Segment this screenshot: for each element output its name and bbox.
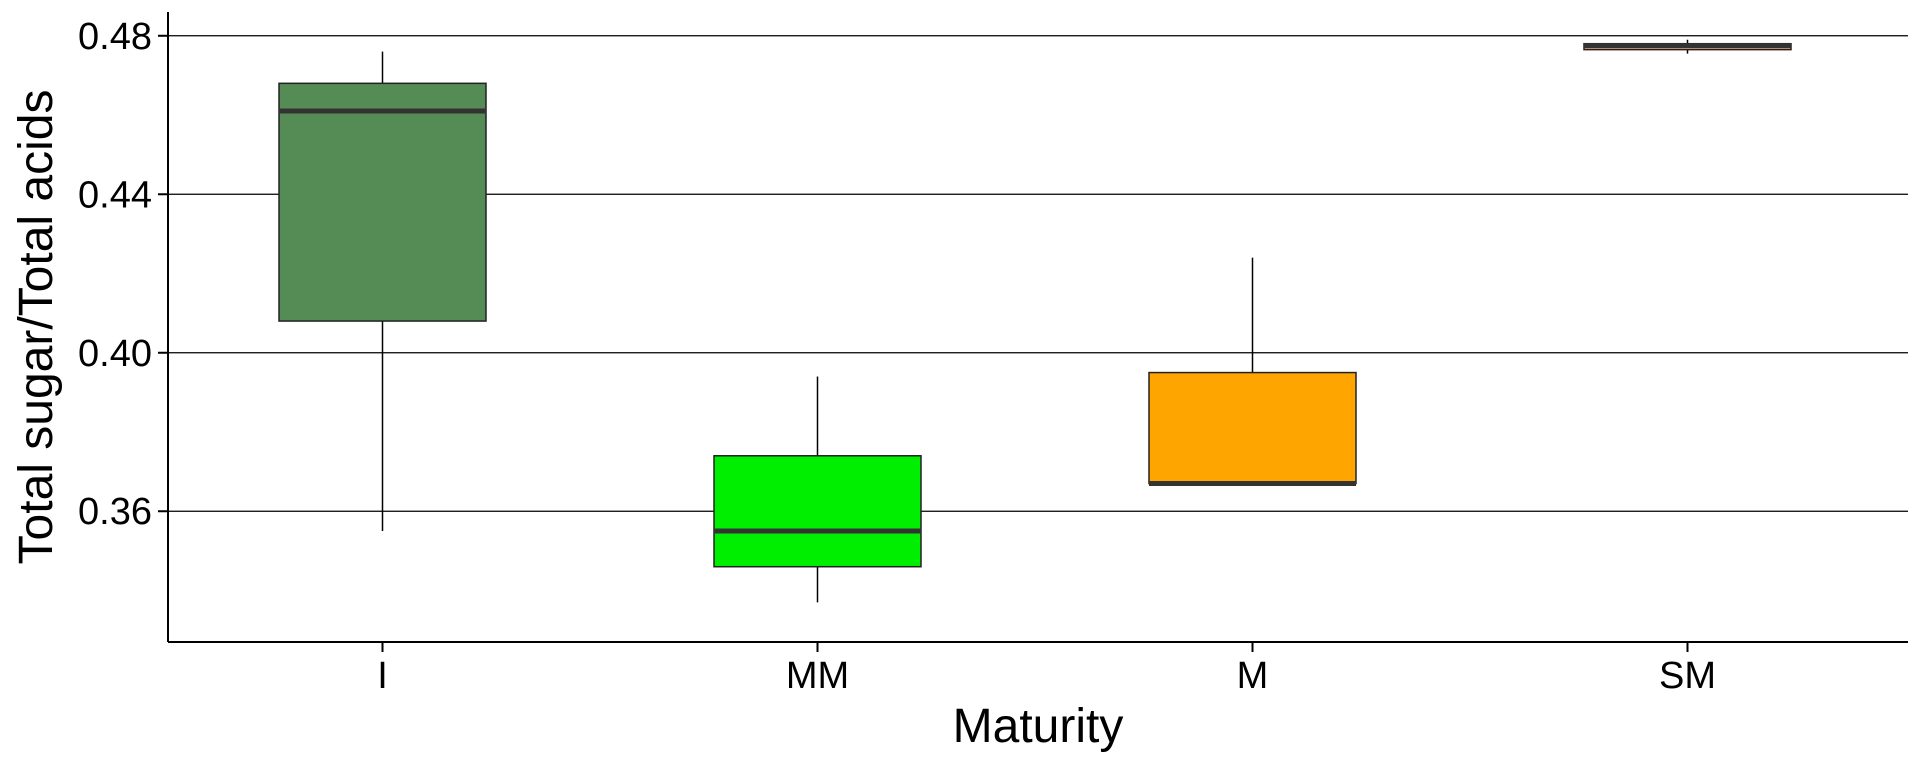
y-tick-label: 0.44 (78, 174, 152, 216)
box-body (278, 82, 487, 322)
box-mm (713, 376, 922, 603)
y-axis-title: Total sugar/Total acids (10, 90, 63, 565)
x-axis-title: Maturity (953, 700, 1124, 753)
x-tick-label: SM (1659, 655, 1716, 697)
y-tick-label: 0.40 (78, 333, 152, 375)
x-tick-label: M (1237, 655, 1269, 697)
box-m (1148, 257, 1357, 487)
x-axis-ticks: I MM M SM (377, 642, 1716, 697)
box-body (1148, 371, 1357, 485)
box-i (278, 51, 487, 532)
boxes (278, 39, 1792, 603)
y-axis-ticks: 0.36 0.40 0.44 0.48 (78, 16, 168, 533)
x-tick-label: I (377, 655, 388, 697)
box-body (713, 455, 922, 568)
x-tick-label: MM (786, 655, 849, 697)
y-tick-label: 0.36 (78, 491, 152, 533)
box-sm (1583, 39, 1792, 54)
y-tick-label: 0.48 (78, 16, 152, 58)
